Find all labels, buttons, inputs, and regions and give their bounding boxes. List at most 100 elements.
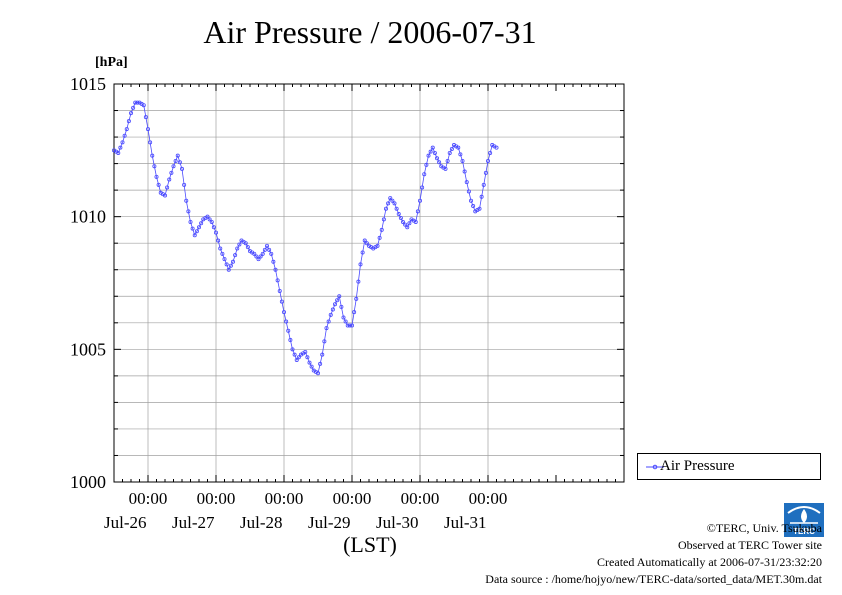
data-point — [432, 150, 437, 155]
data-point — [335, 298, 340, 303]
data-point — [383, 206, 388, 211]
data-point — [288, 338, 293, 343]
data-point — [413, 219, 418, 224]
data-point — [279, 299, 284, 304]
legend-label: Air Pressure — [660, 458, 735, 474]
data-point — [292, 352, 297, 357]
x-tick-time-label: 00:00 — [469, 489, 508, 508]
data-point — [349, 323, 354, 328]
data-point — [192, 233, 197, 238]
data-point — [358, 262, 363, 267]
data-point — [131, 105, 136, 110]
data-point — [422, 172, 427, 177]
data-point — [341, 315, 346, 320]
data-point — [388, 196, 393, 201]
data-point — [337, 294, 342, 299]
data-point — [332, 302, 337, 307]
data-point — [209, 219, 214, 224]
data-point — [479, 194, 484, 199]
data-point — [135, 100, 140, 105]
axis-ticks — [113, 83, 625, 483]
data-point — [468, 198, 473, 203]
data-point — [464, 180, 469, 185]
data-point — [362, 238, 367, 243]
data-point — [256, 257, 261, 262]
data-point — [175, 153, 180, 158]
data-point — [124, 127, 129, 132]
data-point — [434, 156, 439, 161]
data-point — [407, 221, 412, 226]
data-point — [381, 217, 386, 222]
legend-line-marker-icon — [646, 464, 664, 470]
plot-frame — [113, 83, 625, 483]
data-point — [392, 201, 397, 206]
x-tick-time-label: 00:00 — [401, 489, 440, 508]
data-point — [294, 357, 299, 362]
data-point — [456, 145, 461, 150]
data-point — [169, 170, 174, 175]
data-point — [128, 111, 133, 116]
data-point — [199, 221, 204, 226]
data-point — [262, 247, 267, 252]
data-point — [190, 226, 195, 231]
credit-created: Created Automatically at 2006-07-31/23:3… — [597, 555, 822, 569]
data-point — [122, 133, 127, 138]
data-point — [284, 319, 289, 324]
data-point — [207, 217, 212, 222]
data-point — [390, 198, 395, 203]
data-point — [133, 100, 138, 105]
data-point — [167, 177, 172, 182]
grid-lines — [114, 84, 624, 482]
data-point — [216, 238, 221, 243]
x-tick-time-label: 00:00 — [129, 489, 168, 508]
data-point — [447, 150, 452, 155]
data-point — [386, 201, 391, 206]
data-point — [260, 251, 265, 256]
data-point — [458, 152, 463, 157]
data-point — [245, 245, 250, 250]
x-tick-labels: 00:00Jul-2600:00Jul-2700:00Jul-2800:00Ju… — [104, 489, 507, 532]
data-point — [354, 296, 359, 301]
data-point — [343, 319, 348, 324]
data-point — [449, 147, 454, 152]
data-point — [156, 182, 161, 187]
x-tick-date-label: Jul-29 — [308, 513, 351, 532]
data-point — [303, 349, 308, 354]
data-point — [481, 182, 486, 187]
data-point — [243, 241, 248, 246]
data-point — [488, 150, 493, 155]
data-point — [118, 145, 123, 150]
data-point — [264, 243, 269, 248]
data-point — [420, 185, 425, 190]
data-point — [379, 227, 384, 232]
x-tick-time-label: 00:00 — [333, 489, 372, 508]
data-point — [403, 222, 408, 227]
data-point — [424, 162, 429, 167]
data-point — [218, 246, 223, 251]
data-point — [326, 319, 331, 324]
data-point — [165, 185, 170, 190]
chart-title: Air Pressure / 2006-07-31 — [203, 14, 537, 50]
data-point — [494, 145, 499, 150]
credit-observed: Observed at TERC Tower site — [677, 538, 822, 552]
data-point — [483, 170, 488, 175]
data-point — [222, 257, 227, 262]
data-point — [398, 215, 403, 220]
data-point — [271, 259, 276, 264]
data-point — [437, 160, 442, 165]
data-point — [477, 206, 482, 211]
data-point — [179, 166, 184, 171]
credit-source: Data source : /home/hojyo/new/TERC-data/… — [485, 572, 822, 586]
data-point — [318, 361, 323, 366]
data-point — [445, 158, 450, 163]
data-point — [182, 182, 187, 187]
data-point — [347, 323, 352, 328]
data-point — [339, 304, 344, 309]
series-air-pressure — [112, 100, 499, 376]
data-point — [186, 209, 191, 214]
data-point — [143, 115, 148, 120]
data-point — [290, 347, 295, 352]
data-point — [281, 310, 286, 315]
data-point — [324, 326, 329, 331]
